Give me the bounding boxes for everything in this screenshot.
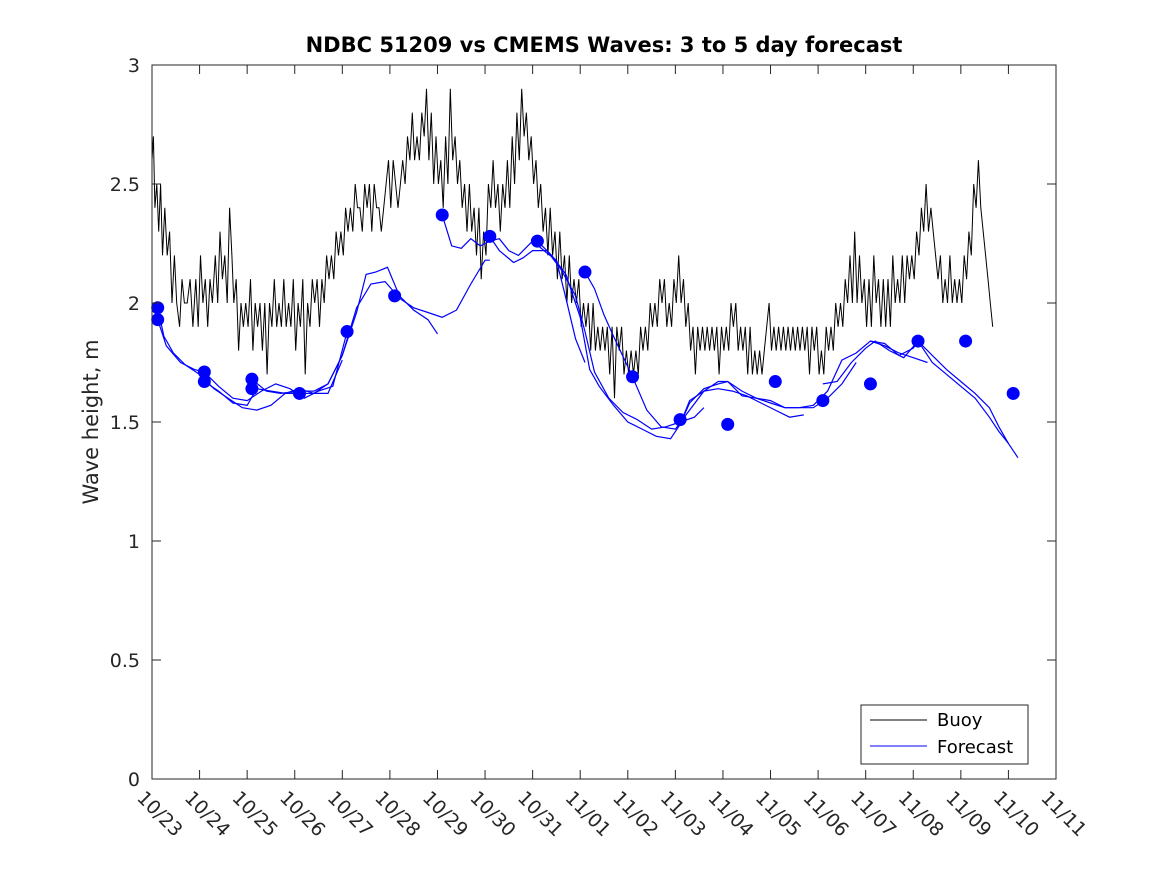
x-tick-label: 11/09: [941, 787, 995, 841]
x-tick-label: 10/25: [228, 787, 282, 841]
x-tick-label: 10/27: [323, 787, 377, 841]
x-tick-label: 11/08: [894, 787, 948, 841]
x-tick-label: 10/23: [132, 787, 186, 841]
x-tick-label: 11/11: [1036, 787, 1090, 841]
forecast-marker: [530, 234, 544, 248]
forecast-marker: [911, 334, 925, 348]
x-tick-label: 11/05: [751, 787, 805, 841]
forecast-marker: [768, 375, 782, 389]
forecast-marker: [626, 370, 640, 384]
forecast-marker: [1006, 386, 1020, 400]
x-tick-label: 10/30: [466, 787, 520, 841]
x-tick-label: 10/31: [513, 787, 567, 841]
x-tick-label: 11/04: [703, 787, 757, 841]
forecast-marker: [151, 301, 165, 315]
x-tick-label: 11/07: [846, 787, 900, 841]
x-tick-label: 10/28: [370, 787, 424, 841]
chart-title: NDBC 51209 vs CMEMS Waves: 3 to 5 day fo…: [306, 33, 903, 57]
forecast-marker: [863, 377, 877, 391]
forecast-line: [157, 307, 343, 411]
x-tick-label: 10/29: [418, 787, 472, 841]
x-tick-label: 11/03: [656, 787, 710, 841]
x-tick-label: 11/01: [561, 787, 615, 841]
y-axis-label: Wave height, m: [79, 339, 103, 504]
legend-box: [860, 704, 1029, 765]
y-tick-label: 1: [128, 531, 140, 553]
plot-area: [152, 65, 1056, 779]
y-tick-label: 2.5: [110, 174, 140, 196]
legend-label-buoy: Buoy: [937, 710, 983, 731]
forecast-line: [727, 340, 928, 409]
forecast-marker: [245, 372, 259, 386]
y-tick-label: 3: [128, 55, 140, 77]
y-tick-label: 0.5: [110, 650, 140, 672]
forecast-line: [441, 214, 586, 363]
forecast-marker: [483, 229, 497, 243]
x-tick-label: 11/02: [608, 787, 662, 841]
forecast-marker: [292, 386, 306, 400]
legend: Buoy Forecast: [860, 704, 1029, 765]
x-tick-label: 10/24: [180, 787, 234, 841]
forecast-marker: [197, 375, 211, 389]
forecast-marker: [673, 413, 687, 427]
x-tick-label: 11/10: [989, 787, 1043, 841]
forecast-marker: [959, 334, 973, 348]
buoy-line: [151, 88, 994, 399]
y-tick-label: 0: [128, 769, 140, 791]
forecast-marker: [435, 208, 449, 222]
forecast-marker: [578, 265, 592, 279]
forecast-marker: [197, 365, 211, 379]
buoy-series-layer: [151, 88, 994, 399]
forecast-line: [870, 340, 1019, 459]
forecast-marker: [340, 325, 354, 339]
forecast-line: [584, 271, 804, 430]
forecast-marker: [245, 382, 259, 396]
forecast-series-layer: [157, 214, 1019, 459]
forecast-line: [489, 236, 705, 430]
forecast-marker: [721, 417, 735, 431]
forecast-marker: [388, 289, 402, 303]
y-tick-label: 2: [128, 293, 140, 315]
y-tick-label: 1.5: [110, 412, 140, 434]
x-tick-label: 10/26: [275, 787, 329, 841]
y-axis: 0 0.5 1 1.5 2 2.5 3: [110, 55, 1056, 791]
legend-label-forecast: Forecast: [937, 737, 1013, 758]
forecast-markers-layer: [151, 208, 1020, 431]
x-tick-label: 11/06: [799, 787, 853, 841]
forecast-marker: [816, 394, 830, 408]
forecast-marker: [151, 313, 165, 327]
